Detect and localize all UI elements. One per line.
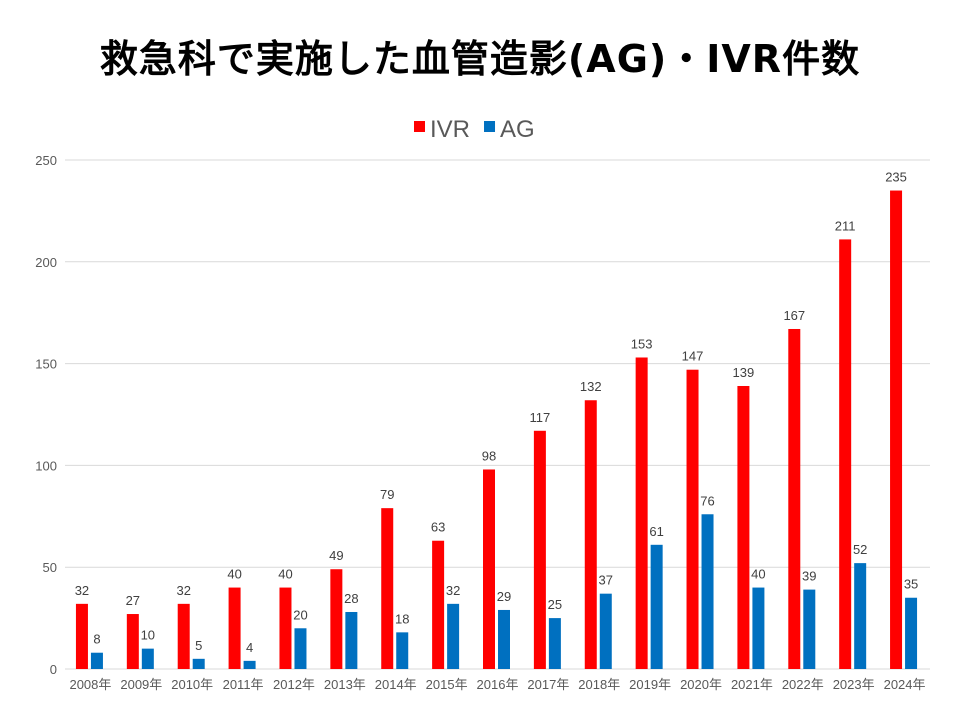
- data-label-ag: 8: [93, 632, 100, 647]
- x-tick-label: 2011年: [223, 677, 264, 692]
- legend-swatch-ivr: [414, 121, 425, 132]
- bar-ivr: [75, 603, 88, 669]
- bar-ivr: [737, 385, 750, 669]
- data-label-ivr: 139: [733, 365, 755, 380]
- bar-ivr: [635, 357, 648, 669]
- data-label-ag: 32: [446, 583, 460, 598]
- data-label-ivr: 27: [126, 593, 140, 608]
- data-label-ag: 52: [853, 542, 867, 557]
- y-tick-label: 150: [35, 357, 57, 372]
- data-label-ag: 35: [904, 577, 918, 592]
- bar-ag: [548, 618, 561, 669]
- bar-ag: [90, 652, 103, 669]
- data-label-ivr: 147: [682, 349, 704, 364]
- x-tick-label: 2020年: [680, 677, 722, 692]
- bar-ivr: [533, 430, 546, 669]
- bar-ivr: [432, 540, 445, 669]
- data-label-ag: 28: [344, 591, 358, 606]
- data-label-ag: 4: [246, 640, 253, 655]
- bar-ag: [294, 628, 307, 669]
- x-tick-label: 2023年: [833, 677, 875, 692]
- legend-label-ivr: IVR: [430, 116, 470, 143]
- bar-ag: [447, 603, 460, 669]
- data-label-ag: 40: [751, 567, 765, 582]
- x-tick-label: 2022年: [782, 677, 824, 692]
- bar-ag: [396, 632, 409, 669]
- x-tick-label: 2019年: [629, 677, 671, 692]
- data-label-ag: 20: [293, 607, 307, 622]
- bar-ag: [345, 611, 358, 669]
- data-label-ag: 61: [649, 524, 663, 539]
- data-label-ivr: 132: [580, 379, 602, 394]
- data-label-ivr: 98: [482, 448, 496, 463]
- x-tick-label: 2010年: [171, 677, 213, 692]
- x-tick-label: 2024年: [884, 677, 926, 692]
- bar-ag: [752, 587, 765, 669]
- x-tick-label: 2012年: [273, 677, 315, 692]
- bar-ag: [650, 544, 663, 669]
- bar-ivr: [890, 190, 903, 670]
- data-label-ag: 29: [497, 589, 511, 604]
- bar-ag: [192, 658, 205, 669]
- bar-ivr: [177, 603, 190, 669]
- bar-ivr: [381, 508, 394, 669]
- data-label-ivr: 153: [631, 336, 653, 351]
- bar-ag: [599, 593, 612, 669]
- x-tick-label: 2016年: [477, 677, 519, 692]
- chart-title: 救急科で実施した血管造影(AG)・IVR件数: [99, 37, 861, 81]
- data-label-ivr: 211: [835, 218, 856, 233]
- x-tick-label: 2013年: [324, 677, 366, 692]
- data-label-ag: 39: [802, 569, 816, 584]
- data-label-ag: 37: [599, 573, 613, 588]
- data-label-ag: 18: [395, 611, 409, 626]
- bar-ivr: [483, 469, 495, 669]
- x-tick-label: 2014年: [375, 677, 417, 692]
- y-tick-label: 250: [35, 153, 57, 168]
- data-label-ivr: 167: [783, 308, 805, 323]
- bar-ag: [243, 660, 256, 669]
- data-label-ag: 5: [195, 638, 202, 653]
- data-label-ivr: 40: [227, 567, 241, 582]
- data-label-ag: 76: [700, 493, 714, 508]
- bar-ag: [854, 563, 867, 669]
- bar-ivr: [839, 239, 852, 670]
- y-tick-label: 0: [50, 662, 57, 677]
- data-label-ivr: 117: [530, 410, 551, 425]
- bar-ag: [141, 648, 154, 669]
- bar-ivr: [788, 328, 801, 669]
- data-label-ivr: 79: [380, 487, 394, 502]
- x-tick-label: 2015年: [426, 677, 468, 692]
- data-label-ivr: 235: [885, 170, 907, 185]
- bar-ivr: [584, 400, 597, 669]
- x-tick-label: 2018年: [578, 677, 620, 692]
- bar-ivr: [330, 569, 343, 669]
- x-tick-label: 2017年: [527, 677, 569, 692]
- data-label-ivr: 32: [176, 583, 190, 598]
- bar-ivr: [126, 614, 139, 669]
- y-tick-label: 100: [35, 458, 57, 473]
- y-tick-label: 200: [35, 255, 57, 270]
- data-label-ivr: 40: [278, 567, 292, 582]
- data-label-ivr: 63: [431, 520, 445, 535]
- y-tick-label: 50: [43, 560, 57, 575]
- x-tick-label: 2008年: [69, 677, 111, 692]
- data-label-ivr: 49: [329, 548, 343, 563]
- bar-ivr: [279, 587, 292, 669]
- data-label-ag: 10: [141, 628, 155, 643]
- data-label-ivr: 32: [75, 583, 89, 598]
- legend-label-ag: AG: [500, 116, 535, 143]
- bar-ag: [498, 609, 510, 669]
- bar-ag: [905, 597, 918, 669]
- bar-ivr: [228, 587, 241, 669]
- bar-ag: [803, 589, 816, 669]
- x-tick-label: 2021年: [731, 677, 773, 692]
- x-tick-label: 2009年: [120, 677, 162, 692]
- bar-ivr: [686, 369, 699, 669]
- bar-ag: [701, 514, 714, 669]
- data-label-ag: 25: [548, 597, 562, 612]
- legend-swatch-ag: [484, 121, 496, 132]
